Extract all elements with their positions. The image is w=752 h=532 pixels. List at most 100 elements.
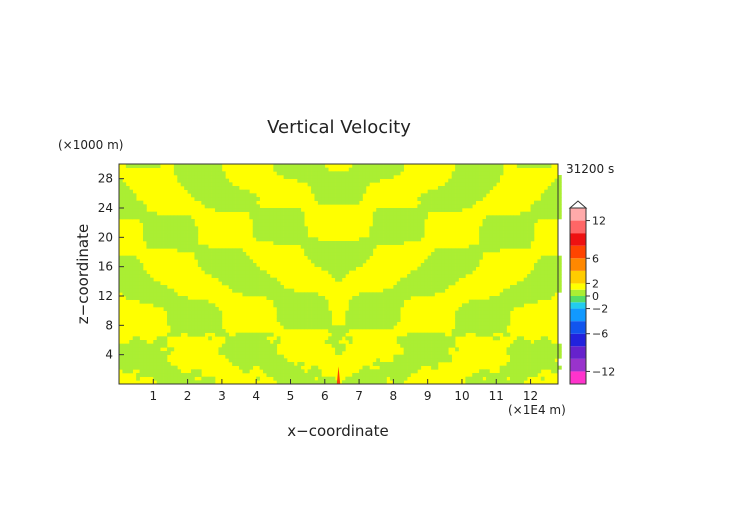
field-cell [410,219,415,223]
field-cell [485,186,490,190]
field-cell [297,211,302,216]
field-cell [132,281,137,286]
field-cell [540,288,545,293]
field-cell [365,325,370,330]
field-cell [259,226,264,231]
field-cell [125,263,130,267]
field-cell [280,380,284,385]
field-cell [441,336,446,341]
field-cell [139,270,144,275]
field-cell [232,362,236,366]
field-cell [551,277,555,282]
field-cell [472,329,476,333]
field-cell [472,318,476,322]
field-cell [503,307,507,311]
field-cell [444,358,449,363]
field-cell [215,164,219,168]
field-cell [496,233,500,238]
field-cell [218,193,223,198]
field-cell [187,318,192,322]
field-cell [129,296,134,300]
field-cell [403,358,408,363]
field-cell [125,204,130,209]
field-cell [194,248,199,253]
field-cell [448,266,452,271]
field-cell [403,211,408,216]
field-cell [180,175,185,179]
field-cell [221,347,226,352]
y-tick-label: 4 [105,348,113,362]
field-cell [496,373,500,377]
field-cell [139,296,144,300]
field-cell [475,164,480,168]
field-cell [427,277,432,282]
field-cell [533,274,538,278]
field-cell [437,270,442,275]
field-cell [153,211,158,216]
field-cell [479,369,483,374]
field-cell [252,274,257,278]
field-cell [376,237,380,242]
field-cell [280,288,284,293]
field-cell [211,171,216,176]
field-cell [389,230,394,234]
field-cell [451,204,456,209]
field-cell [314,197,319,201]
field-cell [496,318,500,322]
field-cell [554,186,559,190]
field-cell [472,178,476,183]
field-cell [455,314,459,319]
field-cell [496,219,500,223]
field-cell [177,233,182,238]
field-cell [287,219,291,223]
field-cell [242,336,247,341]
field-cell [153,230,158,234]
field-cell [458,186,463,190]
field-cell [338,189,343,194]
field-cell [444,285,449,289]
field-cell [537,259,542,264]
field-cell [434,204,439,209]
field-cell [314,237,319,242]
field-cell [283,215,288,220]
field-cell [400,288,404,293]
field-cell [297,307,302,311]
field-cell [119,255,123,260]
field-cell [458,321,463,326]
field-cell [331,270,336,275]
field-cell [256,197,260,201]
field-cell [273,365,278,370]
colorbar-tick-label: −12 [592,365,615,378]
field-cell [558,189,562,194]
field-cell [167,380,171,385]
field-cell [448,248,452,253]
field-cell [156,299,161,304]
field-cell [420,193,425,198]
field-cell [403,237,408,242]
field-cell [290,310,295,315]
field-cell [146,288,151,293]
field-cell [393,376,398,381]
field-cell [293,380,298,385]
field-cell [434,208,439,212]
field-cell [437,281,442,286]
field-cell [173,171,178,176]
colorbar-swatch [570,302,586,309]
field-cell [482,230,487,234]
field-cell [485,171,490,176]
field-cell [431,189,435,194]
field-cell [290,164,295,168]
field-cell [122,211,127,216]
field-cell [249,340,254,344]
field-cell [444,252,449,256]
field-cell [297,219,302,223]
colorbar-swatch [570,296,586,303]
field-cell [204,189,209,194]
field-cell [317,241,322,245]
field-cell [335,248,339,253]
field-cell [448,193,452,198]
field-cell [393,241,398,245]
field-cell [509,233,514,238]
field-cell [547,277,552,282]
field-cell [136,211,140,216]
